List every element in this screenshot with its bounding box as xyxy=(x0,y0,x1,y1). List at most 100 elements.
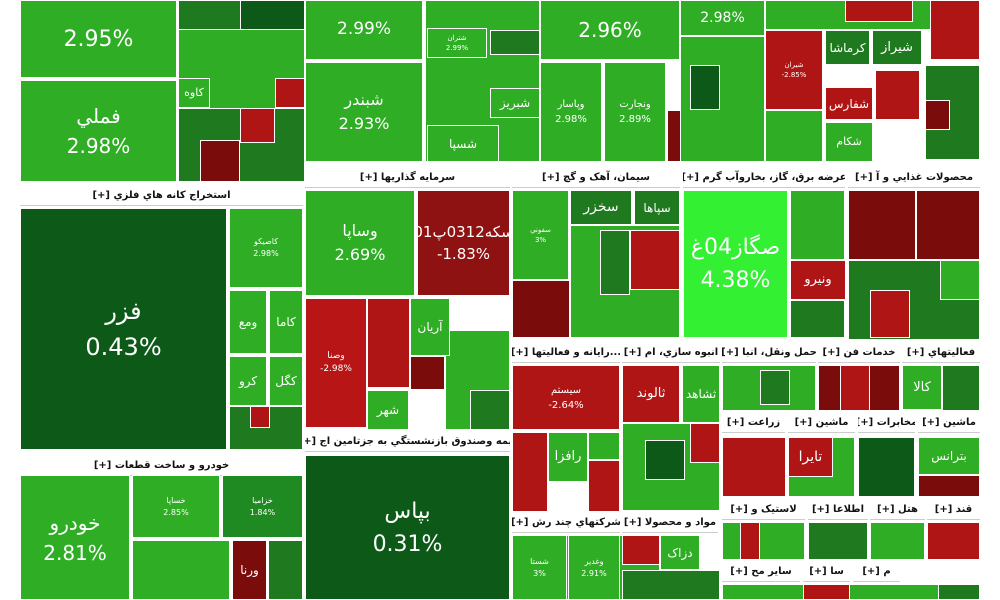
stock-tile[interactable]: صگاز04غ 4.38% xyxy=(683,190,788,338)
stock-tile[interactable]: ورنا xyxy=(232,540,267,600)
stock-tile[interactable]: کرو xyxy=(229,356,267,406)
stock-tile[interactable]: شفارس xyxy=(825,87,873,120)
stock-tile[interactable]: وساپا 2.69% xyxy=(305,190,415,296)
sector-header[interactable]: هتل [+] xyxy=(870,500,925,520)
change: 2.98% xyxy=(555,114,587,125)
stock-tile[interactable]: سکه0312پ01 -1.83% xyxy=(417,190,510,296)
stock-tile[interactable]: سيستم -2.64% xyxy=(512,365,620,430)
ticker: سيستم xyxy=(551,384,581,396)
sector-header[interactable]: م [+] xyxy=(853,562,900,582)
ticker: کاما xyxy=(276,315,296,329)
sector-header[interactable]: حمل ونقل، انبا [+] xyxy=(722,343,816,363)
stock-tile[interactable]: شبندر 2.93% xyxy=(305,62,423,162)
stock-tile[interactable]: ثشاهد xyxy=(682,365,720,423)
sector-header[interactable]: استخراج کانه هاي فلزي [+] xyxy=(20,186,303,206)
stock-tile[interactable]: شتران 2.99% xyxy=(427,28,487,58)
stock-tile[interactable]: شيران -2.85% xyxy=(765,30,823,110)
stock-tile[interactable]: وصنا -2.98% xyxy=(305,298,367,428)
stock-tile[interactable]: شبريز xyxy=(490,88,540,118)
stock-tile[interactable]: ونيرو xyxy=(790,260,846,300)
stock-tile[interactable]: تايرا xyxy=(788,437,833,477)
stock-tile[interactable]: بپاس 0.31% xyxy=(305,455,510,600)
ticker: کاوه xyxy=(184,85,204,99)
stock-tile[interactable]: رافزا xyxy=(548,432,588,482)
stock-tile[interactable]: بترانس xyxy=(918,437,980,475)
change: -2.85% xyxy=(781,71,807,79)
stock-tile[interactable]: آريان xyxy=(410,298,450,356)
sector-header[interactable]: عرضه برق، گاز، بخاروآب گرم [+] xyxy=(683,168,845,188)
sector-header[interactable]: لاستيک و [+] xyxy=(722,500,805,520)
stock-tile[interactable]: خساپا 2.85% xyxy=(132,475,220,538)
stock-tile[interactable]: 2.99% xyxy=(305,0,423,60)
cell xyxy=(200,140,240,182)
sector-header[interactable]: ماشين [+] xyxy=(918,413,980,433)
sector-header[interactable]: خودرو و ساخت قطعات [+] xyxy=(20,456,303,476)
stock-tile[interactable]: وغدير 2.91% xyxy=(568,535,620,600)
stock-tile[interactable]: ثالوند xyxy=(622,365,680,423)
stock-tile[interactable]: وپاسار 2.98% xyxy=(540,62,602,162)
stock-tile[interactable]: فملي 2.98% xyxy=(20,80,177,182)
sector-header[interactable]: اطلاعا [+] xyxy=(808,500,868,520)
sector-header[interactable]: ساير مح [+] xyxy=(722,562,800,582)
stock-tile[interactable]: کاما xyxy=(269,290,303,354)
stock-tile[interactable]: خزامیا 1.84% xyxy=(222,475,303,538)
ticker: کرماشا xyxy=(829,40,866,55)
cell xyxy=(870,290,910,338)
stock-tile[interactable]: کاوه xyxy=(178,78,210,108)
sector-header[interactable]: خدمات فن [+] xyxy=(818,343,900,363)
change: -2.64% xyxy=(548,399,584,411)
cell xyxy=(760,370,790,405)
stock-tile[interactable]: ونجارت 2.89% xyxy=(604,62,666,162)
stock-tile[interactable]: شهر xyxy=(367,390,409,430)
change: 2.96% xyxy=(578,18,642,42)
stock-tile[interactable]: شکام xyxy=(825,122,873,162)
sector-header[interactable]: سرمايه گذاريها [+] xyxy=(305,168,510,188)
cell xyxy=(275,78,305,108)
ticker: فملي xyxy=(76,104,121,128)
stock-tile[interactable]: شيراز xyxy=(872,30,922,65)
sector-header[interactable]: ...رايانه و فعاليتها [+] xyxy=(512,343,620,363)
ticker: فزر xyxy=(105,297,142,325)
ticker: شبريز xyxy=(499,96,531,110)
cell xyxy=(645,440,685,480)
sector-header[interactable]: سيمان، آهک و گچ [+] xyxy=(512,168,680,188)
sector-header[interactable]: قند [+] xyxy=(927,500,980,520)
sector-header[interactable]: زراعت [+] xyxy=(722,413,785,433)
cell xyxy=(250,406,270,428)
ticker: شيران xyxy=(784,60,804,69)
sector-header[interactable]: بيمه وصندوق بازنشستگي به جزتامين اج [+] xyxy=(305,432,510,452)
cell xyxy=(622,570,720,600)
cell xyxy=(588,460,620,512)
stock-tile[interactable]: دزاک xyxy=(660,535,700,570)
stock-tile[interactable]: کالا xyxy=(902,365,942,410)
stock-tile[interactable]: 2.95% xyxy=(20,0,177,78)
ticker: شفارس xyxy=(828,96,870,111)
stock-tile[interactable]: خودرو 2.81% xyxy=(20,475,130,600)
stock-tile[interactable]: کاصيکو 2.98% xyxy=(229,208,303,288)
change: 2.93% xyxy=(338,114,390,133)
change: 2.81% xyxy=(43,540,107,565)
stock-tile[interactable]: شسپا xyxy=(427,125,499,162)
stock-tile[interactable]: کرماشا xyxy=(825,30,870,65)
sector-header[interactable]: مخابرات [+] xyxy=(858,413,915,433)
sector-header[interactable]: ماشين [+] xyxy=(788,413,855,433)
sector-header[interactable]: شرکتهاي چند رش [+] xyxy=(512,513,620,533)
cell xyxy=(268,540,303,600)
sector-header[interactable]: انبوه سازي، ام [+] xyxy=(622,343,720,363)
ticker: سخزر xyxy=(583,199,619,215)
stock-tile[interactable]: فزر 0.43% xyxy=(20,208,227,450)
cell xyxy=(722,437,786,497)
stock-tile[interactable]: 2.98% xyxy=(680,0,765,36)
stock-tile[interactable]: سپاها xyxy=(634,190,680,225)
sector-header[interactable]: فعاليتهاي [+] xyxy=(902,343,980,363)
ticker: آريان xyxy=(417,320,443,334)
stock-tile[interactable]: سخزر xyxy=(570,190,632,225)
sector-header[interactable]: سا [+] xyxy=(803,562,850,582)
stock-tile[interactable]: ومع xyxy=(229,290,267,354)
stock-tile[interactable]: 2.96% xyxy=(540,0,680,60)
stock-tile[interactable]: سفوني 3% xyxy=(512,190,569,280)
stock-tile[interactable]: کگل xyxy=(269,356,303,406)
sector-header[interactable]: مواد و محصولا [+] xyxy=(622,513,718,533)
sector-header[interactable]: محصولات غذايي و آ [+] xyxy=(848,168,980,188)
stock-tile[interactable]: شستا 3% xyxy=(512,535,567,600)
